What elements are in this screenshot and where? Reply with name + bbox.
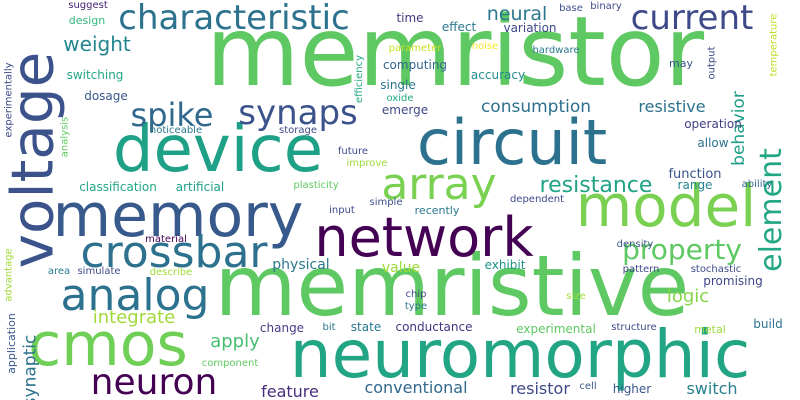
word-characteristic: characteristic [118,0,350,38]
word-crossbar: crossbar [80,227,268,278]
word-design: design [68,13,106,27]
word-parameter: parameter [388,43,442,54]
word-dependent: dependent [509,194,565,205]
word-resistive: resistive [638,97,706,116]
word-element: element [754,148,789,272]
word-structure: structure [611,322,657,333]
word-neuron: neuron [90,362,218,400]
word-circuit: circuit [416,106,608,179]
word-oxide: oxide [386,93,414,104]
word-experimentally: experimentally [4,62,16,138]
word-higher: higher [612,382,652,396]
word-memristor: memristor [205,0,705,108]
word-suggest: suggest [68,0,108,11]
word-device: device [112,113,324,187]
word-synaptic: synaptic [20,334,41,400]
word-exhibit: exhibit [484,258,526,272]
word-physical: physical [272,257,330,273]
word-output: output [705,46,717,80]
word-resistance: resistance [539,173,653,198]
word-dosage: dosage [84,89,128,103]
word-temperature: temperature [767,13,779,77]
word-allow: allow [697,136,729,150]
word-property: property [622,233,742,266]
word-recently: recently [414,203,460,217]
word-artificial: artificial [175,180,225,194]
word-switching: switching [66,68,124,82]
word-apply: apply [210,331,260,352]
word-stochastic: stochastic [690,264,742,275]
word-chip: chip [405,289,427,300]
word-experimental: experimental [516,322,596,336]
word-computing: computing [382,58,448,72]
word-cell: cell [579,381,597,392]
word-array: array [381,159,497,210]
word-application: application [4,312,18,374]
word-variation: variation [503,21,557,35]
word-memory: memory [52,181,304,251]
word-emerge: emerge [381,103,429,117]
word-effect: effect [441,20,477,34]
word-network: network [314,206,534,269]
word-metal: metal [694,322,726,336]
word-area: area [47,266,71,277]
word-improve: improve [346,158,388,169]
word-promising: promising [703,274,763,288]
word-memristive: memristive [214,237,690,335]
word-future: future [337,146,369,157]
word-build: build [753,317,783,331]
word-accuracy: accuracy [470,68,526,82]
word-may: may [669,56,693,70]
word-hardware: hardware [532,45,580,56]
word-component: component [201,358,259,369]
word-synaps: synaps [238,93,358,133]
word-state: state [350,320,382,334]
word-noticeable: noticeable [149,125,203,136]
word-simple: simple [369,197,403,208]
word-conventional: conventional [364,378,468,397]
word-binary: binary [590,1,622,12]
word-spike: spike [130,96,214,134]
word-simulate: simulate [77,266,121,277]
word-efficiency: efficiency [353,54,365,104]
word-weight: weight [63,32,131,56]
word-function: function [668,166,722,182]
word-type: type [404,301,428,312]
word-plasticity: plasticity [293,180,339,191]
word-input: input [329,205,355,216]
word-noise: noise [471,41,499,52]
word-size: size [566,291,586,302]
word-cmos: cmos [28,310,188,380]
word-range: range [677,178,713,192]
word-storage: storage [279,125,317,136]
word-consumption: consumption [480,96,592,117]
word-analog: analog [60,270,210,321]
word-operation: operation [684,117,742,131]
word-base: base [559,3,583,14]
word-change: change [259,321,305,335]
word-time: time [396,11,424,25]
word-material: material [145,234,187,245]
word-describe: describe [149,267,193,278]
word-analysis: analysis [59,116,70,158]
word-integrate: integrate [92,307,176,328]
word-advantage: advantage [4,248,16,302]
word-neural: neural [486,2,548,25]
word-conductance: conductance [395,320,473,334]
word-logic: logic [666,286,710,307]
word-model: model [575,172,757,240]
word-classification: classification [79,180,157,194]
word-switch: switch [686,379,738,398]
word-current: current [630,0,754,38]
word-resistor: resistor [510,379,570,398]
word-single: single [380,78,416,92]
word-value: value [381,260,421,276]
word-neuromorphic: neuromorphic [289,316,751,393]
word-bit: bit [322,322,336,333]
word-feature: feature [261,382,319,400]
word-density: density [616,239,654,250]
word-ability: ability [741,179,773,190]
word-pattern: pattern [622,264,660,275]
